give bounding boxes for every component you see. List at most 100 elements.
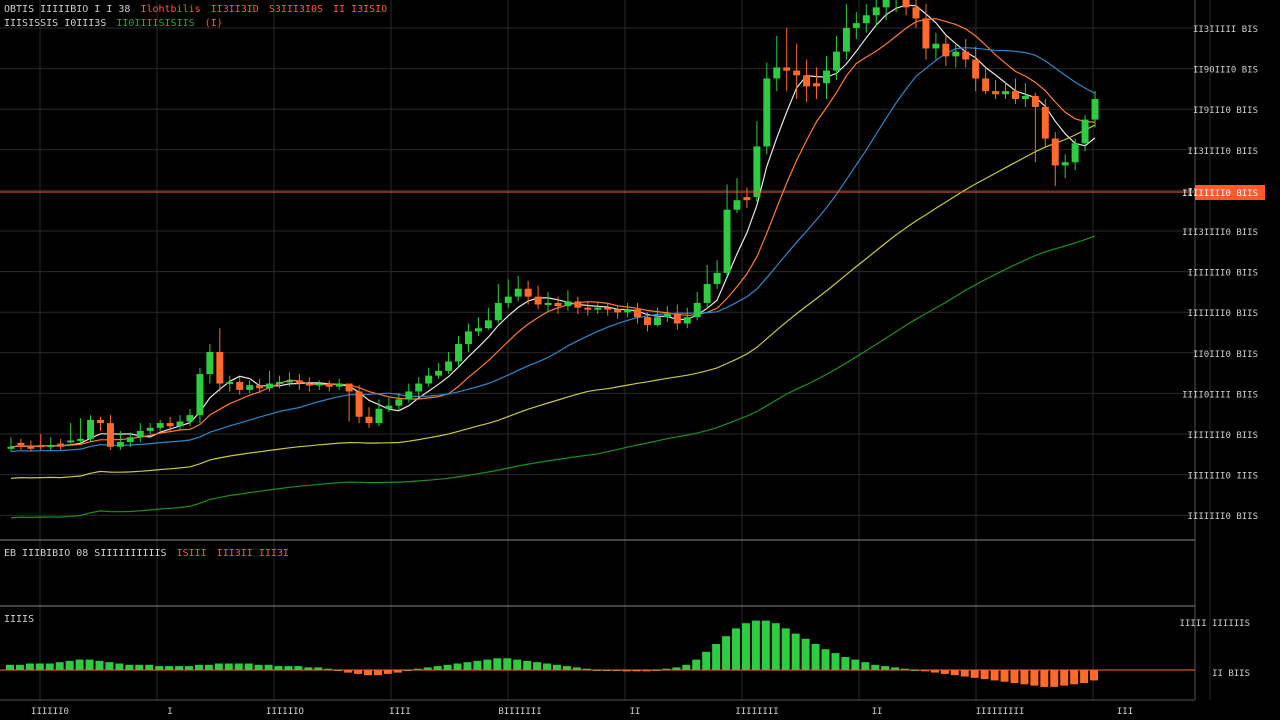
candle-body [445, 361, 453, 371]
macd-histogram [0, 620, 1195, 687]
y-axis-tick-label: II3IIIII BIS [1193, 25, 1258, 35]
x-axis-tick-label: IIIIII0 [31, 707, 69, 717]
macd-bar [831, 653, 840, 670]
macd-bar [672, 667, 681, 670]
macd-bar [274, 666, 283, 670]
macd-bar [433, 666, 442, 670]
candle-body [644, 317, 651, 326]
macd-bar [811, 644, 820, 670]
candle-body [375, 408, 383, 424]
macd-bar [453, 663, 462, 670]
y-axis-tick-label: II9III0 BIIS [1193, 106, 1258, 116]
candle-body [634, 309, 642, 318]
macd-bar [960, 670, 969, 677]
candle-body [912, 7, 920, 19]
candles [7, 0, 1099, 452]
candle-body [315, 383, 323, 386]
x-axis-tick-label: I [167, 707, 172, 717]
candle-body [842, 27, 850, 52]
macd-bar [533, 662, 542, 670]
macd-bar [702, 651, 711, 670]
macd-bar [75, 659, 84, 670]
macd-bar [980, 670, 989, 680]
macd-bar [125, 664, 134, 670]
y-axis-tick-label: III3IIII0 BIIS [1182, 228, 1258, 238]
candle-body [663, 314, 671, 318]
candle-body [564, 301, 572, 307]
macd-bar [712, 644, 721, 670]
macd-bar [1040, 670, 1049, 687]
legend-item-2: (I) [204, 18, 223, 29]
candle-body [793, 70, 801, 76]
candle-body [1091, 99, 1099, 120]
candle-body [276, 381, 283, 384]
candle-body [246, 385, 254, 390]
macd-bar [393, 670, 402, 673]
candle-body [335, 383, 343, 387]
macd-axis-tick-label: IIIII IIIIIIS [1180, 619, 1250, 629]
macd-bar [145, 664, 154, 670]
candle-body [146, 427, 154, 431]
legend-item-4: II I3ISIO [333, 4, 388, 15]
candle-body [474, 328, 482, 332]
macd-bar [1010, 670, 1019, 683]
legend-item-0: OBTIS IIIIIBIO I I 38 [4, 4, 131, 15]
candle-body [514, 288, 522, 297]
macd-bar [801, 638, 810, 670]
candle-body [554, 302, 562, 307]
macd-bar [990, 670, 999, 681]
candle-body [57, 443, 65, 447]
y-axis-tick-label: IIIIIII0 BIIS [1188, 431, 1258, 441]
candle-body [604, 307, 612, 310]
macd-bar [553, 664, 561, 670]
candle-body [136, 430, 144, 438]
candle-body [733, 200, 741, 210]
macd-bar [35, 663, 44, 670]
legend-item-3: S3III3I0S [268, 4, 324, 15]
macd-bar [1090, 670, 1099, 681]
candle-body [236, 381, 244, 390]
macd-bar [901, 668, 910, 670]
x-axis-tick-label: II [872, 707, 883, 717]
macd-bar [662, 668, 671, 670]
candle-body [683, 317, 691, 324]
candle-body [783, 67, 791, 71]
macd-bar [135, 664, 144, 670]
candle-body [87, 419, 95, 439]
candle-body [1081, 119, 1089, 144]
macd-bar [473, 660, 482, 670]
macd-bar [294, 666, 303, 670]
macd-bar [582, 668, 591, 670]
macd-bar [692, 659, 701, 670]
legend-item-1: II0IIIISISIIS [116, 18, 195, 29]
candle-body [97, 419, 104, 424]
macd-bar [423, 667, 432, 670]
macd-bar [930, 670, 939, 673]
macd-bar [175, 666, 184, 670]
candle-body [723, 209, 731, 273]
x-axis-tick-label: IIIIIIO [266, 707, 304, 717]
macd-bar [165, 666, 174, 670]
candle-body [325, 383, 333, 387]
macd-bar [264, 664, 273, 670]
subpanel-item-1: ISIII [176, 548, 207, 559]
candle-body [126, 437, 134, 443]
candle-body [584, 307, 592, 310]
candle-body [763, 78, 771, 147]
candle-body [285, 380, 293, 383]
macd-bar [761, 620, 770, 670]
ma-line-5 [10, 4, 1096, 448]
macd-bar [722, 636, 731, 670]
macd-bar [155, 666, 164, 670]
legend-item-1: Ilohtbilis [140, 4, 201, 15]
candle-body [614, 309, 622, 313]
candle-body [872, 7, 880, 16]
candle-body [1061, 162, 1069, 166]
ma-line-10 [10, 18, 1096, 448]
macd-bar [881, 666, 890, 670]
candle-body [1002, 91, 1009, 95]
candle-body [1031, 95, 1039, 107]
candle-body [504, 296, 512, 303]
candle-body [156, 423, 164, 428]
